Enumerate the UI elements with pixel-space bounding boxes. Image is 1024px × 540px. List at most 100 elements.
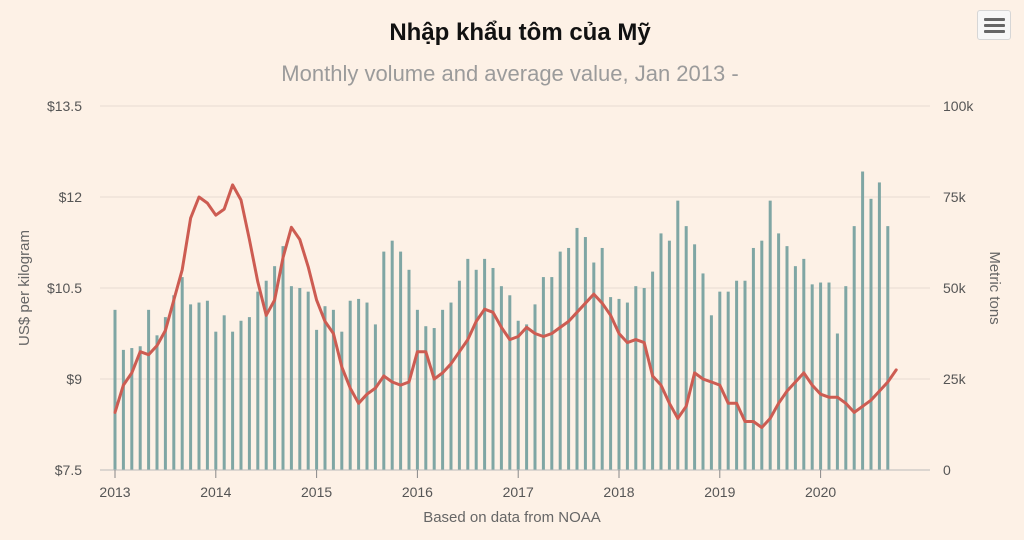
volume-bar[interactable]: [810, 284, 814, 470]
volume-bar[interactable]: [180, 277, 184, 470]
volume-bar[interactable]: [382, 251, 386, 470]
volume-bar[interactable]: [424, 326, 428, 470]
volume-bar[interactable]: [592, 262, 596, 470]
volume-bar[interactable]: [172, 295, 176, 470]
volume-bar[interactable]: [273, 266, 277, 470]
volume-bar[interactable]: [667, 240, 671, 470]
volume-bar[interactable]: [457, 280, 461, 470]
volume-bar[interactable]: [399, 251, 403, 470]
volume-bar[interactable]: [693, 244, 697, 470]
volume-bar[interactable]: [315, 329, 319, 470]
volume-bar[interactable]: [600, 247, 604, 470]
volume-bar[interactable]: [415, 309, 419, 470]
volume-bar[interactable]: [331, 309, 335, 470]
volume-bar[interactable]: [264, 280, 268, 470]
volume-bar[interactable]: [676, 200, 680, 470]
volume-bar[interactable]: [642, 288, 646, 470]
volume-bar[interactable]: [247, 317, 251, 470]
volume-bar[interactable]: [558, 251, 562, 470]
volume-bar[interactable]: [793, 266, 797, 470]
volume-bar[interactable]: [709, 315, 713, 470]
volume-bar[interactable]: [844, 286, 848, 470]
volume-bar[interactable]: [684, 226, 688, 470]
axes: $7.5 $9 $10.5 $12 $13.5 0 25k 50k 75k 100k 2013 201…: [47, 98, 974, 500]
volume-bar[interactable]: [432, 328, 436, 470]
volume-bar[interactable]: [449, 302, 453, 470]
volume-bar[interactable]: [373, 324, 377, 470]
volume-bar[interactable]: [121, 349, 125, 470]
volume-bar[interactable]: [701, 273, 705, 470]
volume-bar[interactable]: [298, 288, 302, 470]
volume-bar[interactable]: [323, 306, 327, 470]
y-left-tick-label: $13.5: [47, 98, 82, 114]
x-tick-label: 2017: [503, 484, 534, 500]
volume-bar[interactable]: [491, 267, 495, 470]
volume-bar[interactable]: [726, 291, 730, 470]
volume-bar[interactable]: [625, 302, 629, 470]
volume-bar[interactable]: [113, 309, 117, 470]
volume-bar[interactable]: [617, 298, 621, 470]
volume-bar[interactable]: [205, 300, 209, 470]
volume-bar[interactable]: [483, 258, 487, 470]
volume-bar[interactable]: [499, 286, 503, 470]
volume-bar[interactable]: [743, 280, 747, 470]
volume-bar[interactable]: [516, 320, 520, 470]
volume-bar[interactable]: [861, 171, 865, 470]
volume-bar[interactable]: [827, 282, 831, 470]
volume-bar[interactable]: [155, 335, 159, 470]
volume-bar[interactable]: [441, 309, 445, 470]
volume-bar[interactable]: [281, 246, 285, 470]
volume-bar[interactable]: [306, 291, 310, 470]
volume-bar[interactable]: [609, 297, 613, 470]
volume-bar[interactable]: [138, 346, 142, 470]
volume-bar[interactable]: [575, 227, 579, 470]
volume-bar[interactable]: [533, 304, 537, 470]
volume-bar[interactable]: [340, 331, 344, 470]
volume-bar[interactable]: [163, 317, 167, 470]
volume-bar[interactable]: [357, 298, 361, 470]
volume-bar[interactable]: [130, 348, 134, 470]
volume-bar[interactable]: [541, 277, 545, 470]
volume-bar[interactable]: [239, 320, 243, 470]
volume-bar[interactable]: [659, 233, 663, 470]
volume-bar[interactable]: [197, 302, 201, 470]
volume-bar[interactable]: [390, 240, 394, 470]
volume-bar[interactable]: [802, 258, 806, 470]
volume-bar[interactable]: [231, 331, 235, 470]
volume-bar[interactable]: [222, 315, 226, 470]
volume-bar[interactable]: [407, 269, 411, 470]
volume-bar[interactable]: [852, 226, 856, 470]
volume-bar[interactable]: [785, 246, 789, 470]
volume-bar[interactable]: [214, 331, 218, 470]
volume-bar[interactable]: [877, 182, 881, 470]
volume-bar[interactable]: [768, 200, 772, 470]
volume-bar[interactable]: [256, 291, 260, 470]
x-tick-label: 2014: [200, 484, 231, 500]
volume-bar[interactable]: [474, 269, 478, 470]
volume-bar[interactable]: [147, 309, 151, 470]
volume-bar[interactable]: [869, 198, 873, 470]
x-tick-label: 2020: [805, 484, 836, 500]
volume-bar[interactable]: [583, 237, 587, 470]
volume-bar[interactable]: [567, 247, 571, 470]
volume-bar[interactable]: [751, 247, 755, 470]
chart-menu-button[interactable]: [977, 10, 1011, 40]
volume-bar[interactable]: [886, 226, 890, 470]
volume-bar[interactable]: [365, 302, 369, 470]
volume-bar[interactable]: [525, 324, 529, 470]
volume-bar[interactable]: [189, 304, 193, 470]
average-value-line[interactable]: [113, 183, 898, 429]
volume-bar[interactable]: [835, 333, 839, 471]
volume-bar[interactable]: [819, 282, 823, 470]
volume-bar[interactable]: [777, 233, 781, 470]
x-tick-label: 2019: [704, 484, 735, 500]
volume-bar[interactable]: [634, 286, 638, 470]
hamburger-menu-icon: [984, 24, 1005, 27]
volume-bar[interactable]: [289, 286, 293, 470]
volume-bar[interactable]: [550, 277, 554, 470]
volume-bar[interactable]: [760, 240, 764, 470]
volume-bar[interactable]: [466, 258, 470, 470]
volume-bar[interactable]: [735, 280, 739, 470]
volume-bar[interactable]: [718, 291, 722, 470]
volume-bar[interactable]: [508, 295, 512, 470]
